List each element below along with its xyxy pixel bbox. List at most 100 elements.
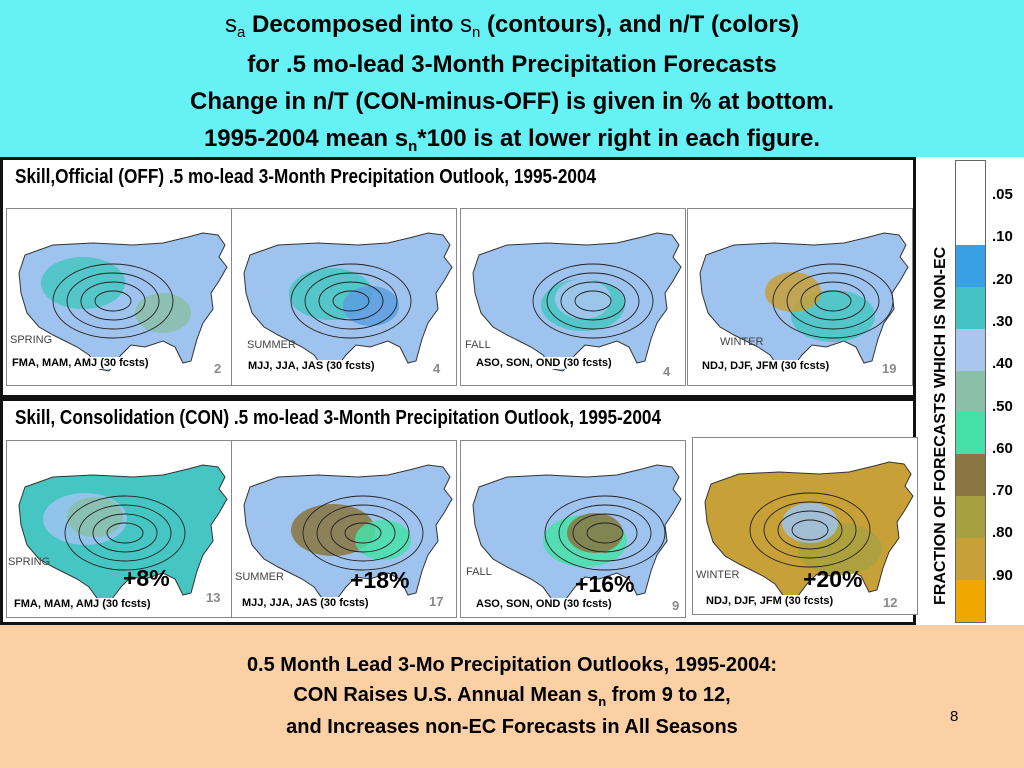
change-percent: +16% [575,571,635,597]
map-off-spring [6,208,232,386]
legend-tick-label: .40 [992,355,1013,373]
map-contour-line [574,290,612,312]
map-color-region [782,503,838,543]
map-contour-line [106,522,144,544]
legend-axis-label: FRACTION OF FORECASTS WHICH IS NON-EC [932,246,949,605]
forecast-count-label: FMA, MAM, AMJ (30 fcsts) [10,357,151,369]
map-contour-line [791,519,829,541]
map-contour-line [749,492,871,568]
forecast-count-label: MJJ, JJA, JAS (30 fcsts) [246,360,377,372]
forecast-count-label: ASO, SON, OND (30 fcsts) [474,598,614,610]
legend-tick-label: .80 [992,524,1013,542]
map-contour-line [572,513,638,553]
legend-tick-label: .10 [992,228,1013,246]
map-color-region [135,293,191,333]
us-map-figure [699,232,909,372]
conclusion-line-2: CON Raises U.S. Annual Mean sn from 9 to… [293,684,731,709]
legend-tick-label: .70 [992,482,1013,500]
skill-score: 9 [672,598,680,613]
forecast-count-label: FMA, MAM, AMJ (30 fcsts) [12,598,153,610]
us-map-figure [18,464,228,604]
map-contour-line [290,263,412,339]
season-label: FALL [465,339,491,351]
title-line-3: Change in n/T (CON-minus-OFF) is given i… [190,88,834,115]
map-contour-line [772,263,894,339]
season-label: SPRING [10,334,53,346]
skill-score: 4 [433,361,441,376]
skill-score: 4 [663,364,671,379]
legend-swatch [956,328,985,371]
us-map-figure [243,232,453,372]
map-contour-line [544,495,666,571]
map-contour-line [560,281,626,321]
change-percent: +18% [350,567,410,593]
season-label: SPRING [8,556,51,568]
map-contour-line [94,290,132,312]
map-contour-line [330,513,396,553]
us-map-figure [18,232,228,372]
map-con-summer [231,440,457,618]
conclusion-text: 0.5 Month Lead 3-Mo Precipitation Outloo… [0,650,1024,742]
map-contour-line [78,504,172,562]
forecast-count-label: NDJ, DJF, JFM (30 fcsts) [704,595,836,607]
legend-tick-label: .60 [992,439,1013,457]
legend-swatch [956,454,985,497]
map-con-fall [460,440,686,618]
us-map-figure [704,461,914,601]
map-contour-line [763,501,857,559]
slide-number: 8 [950,708,959,725]
legend-tick-label: .50 [992,397,1013,415]
map-contour-line [546,272,640,330]
skill-score: 12 [883,595,898,610]
map-color-region [67,497,123,537]
color-legend-bar [955,160,986,623]
map-off-fall [460,208,686,386]
map-contour-line [66,272,160,330]
map-contour-line [800,281,866,321]
forecast-count-label: NDJ, DJF, JFM (30 fcsts) [700,360,832,372]
legend-tick-label: .90 [992,566,1013,584]
slide-title: sa Decomposed into sn (contours), and n/… [0,6,1024,160]
map-color-region [343,286,399,326]
change-percent: +20% [803,566,863,592]
season-label: FALL [466,566,492,578]
map-contour-line [92,513,158,553]
season-label: WINTER [720,336,764,348]
map-contour-line [316,504,410,562]
legend-swatch [956,580,985,622]
map-contour-line [344,522,382,544]
header-band [0,0,1024,157]
map-contour-line [318,281,384,321]
title-line-1: sa Decomposed into sn (contours), and n/… [224,11,800,41]
map-contour-line [332,290,370,312]
legend-tick-label: .20 [992,270,1013,288]
conclusion-band [0,625,1024,768]
map-contour-line [814,290,852,312]
off-panel-title: Skill,Official (OFF) .5 mo-lead 3-Month … [15,166,597,188]
map-color-region [765,272,821,312]
map-off-summer [231,208,457,386]
map-con-spring [6,440,232,618]
skill-score: 17 [429,594,444,609]
us-map-figure [243,464,453,604]
map-con-winter [692,437,918,615]
conclusion-line-1: 0.5 Month Lead 3-Mo Precipitation Outloo… [246,654,778,676]
map-contour-line [586,522,624,544]
legend-tick-label: .05 [992,186,1013,203]
forecast-count-label: ASO, SON, OND (30 fcsts) [474,357,614,369]
title-line-4: 1995-2004 mean sn*100 is at lower right … [203,125,821,155]
legend-swatch [956,538,985,581]
change-percent: +8% [123,565,170,591]
map-contour-line [52,263,174,339]
legend-swatch [956,244,985,287]
us-map-outline [18,232,228,372]
forecast-count-label: MJJ, JJA, JAS (30 fcsts) [240,597,371,609]
season-label: SUMMER [247,339,296,351]
skill-score: 13 [206,590,221,605]
map-contour-line [532,263,654,339]
legend-swatch [956,370,985,413]
legend-swatch [956,496,985,539]
con-panel-title: Skill, Consolidation (CON) .5 mo-lead 3-… [15,407,662,429]
season-label: SUMMER [235,571,284,583]
us-map-figure [472,464,682,604]
